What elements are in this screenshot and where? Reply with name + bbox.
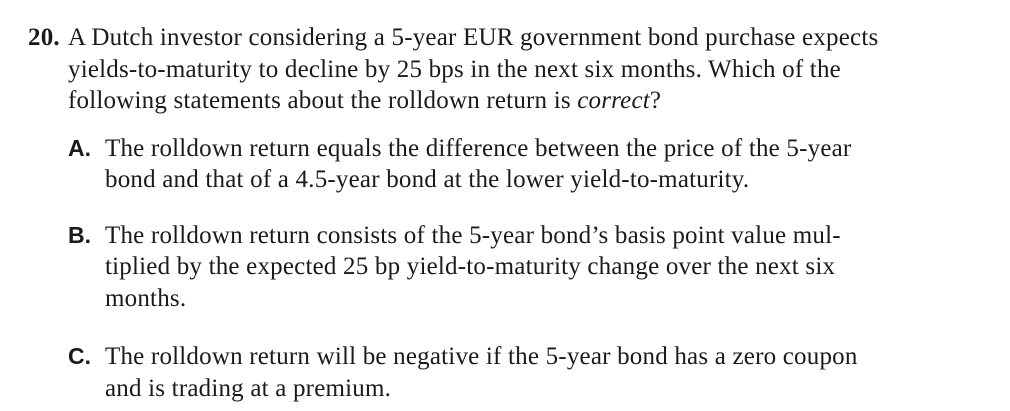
option-c-line-1: The rolldown return will be negative if … — [105, 343, 858, 370]
stem-line-3-italic-word: correct — [577, 87, 650, 114]
option-b-letter: B. — [68, 221, 91, 248]
option-b-line-1: The rolldown return consists of the 5-ye… — [105, 221, 841, 249]
option-b-line-2: tiplied by the expected 25 bp yield-to-m… — [105, 253, 836, 280]
option-b-line-3: months. — [105, 284, 187, 312]
option-c-line-2: and is trading at a premium. — [105, 374, 392, 402]
option-a: A. The rolldown return equals the differ… — [68, 133, 878, 196]
question-body: A Dutch investor considering a 5-year EU… — [68, 22, 878, 404]
option-b: B. The rolldown return consists of the 5… — [68, 220, 878, 315]
option-a-line-1: The rolldown return equals the differenc… — [105, 134, 852, 162]
stem-line-3-suffix: ? — [649, 87, 662, 114]
option-c-letter: C. — [68, 343, 91, 369]
question-block: 20. A Dutch investor considering a 5-yea… — [28, 22, 878, 404]
stem-line-3: following statements about the rolldown … — [68, 85, 878, 117]
option-c: C. The rolldown return will be negative … — [68, 341, 878, 404]
stem-line-2: yields-to-maturity to decline by 25 bps … — [68, 55, 841, 83]
option-c-text: The rolldown return will be negative if … — [105, 341, 878, 404]
option-a-line-2: bond and that of a 4.5-year bond at the … — [105, 166, 750, 193]
question-number: 20. — [28, 24, 60, 51]
stem-line-1: A Dutch investor considering a 5-year EU… — [68, 24, 879, 51]
option-a-text: The rolldown return equals the differenc… — [105, 133, 878, 196]
question-stem: A Dutch investor considering a 5-year EU… — [68, 22, 878, 117]
stem-line-3-prefix: following statements about the rolldown … — [68, 87, 578, 114]
option-a-letter: A. — [68, 134, 91, 161]
option-b-text: The rolldown return consists of the 5-ye… — [105, 220, 878, 315]
